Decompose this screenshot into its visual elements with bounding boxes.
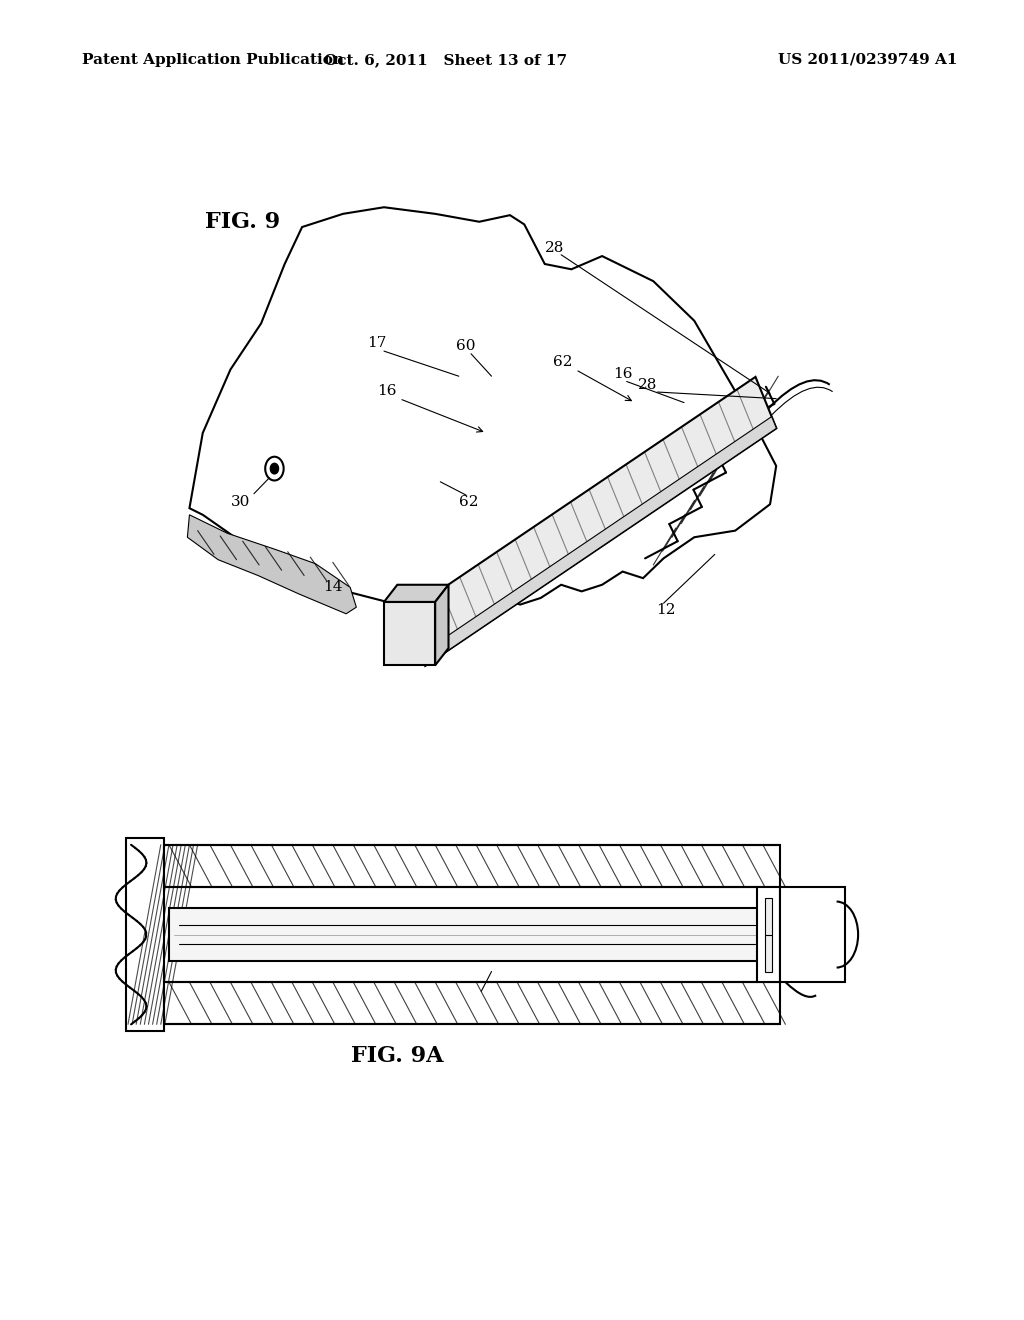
Text: 62: 62 — [459, 495, 479, 508]
Text: 62: 62 — [553, 355, 573, 368]
Polygon shape — [189, 207, 776, 618]
Text: Patent Application Publication: Patent Application Publication — [82, 53, 344, 67]
Text: 28: 28 — [638, 379, 656, 392]
Polygon shape — [765, 898, 772, 972]
Text: 17: 17 — [368, 337, 386, 350]
Text: 30: 30 — [183, 986, 202, 999]
Polygon shape — [164, 982, 780, 1024]
Polygon shape — [421, 417, 776, 665]
Polygon shape — [780, 887, 845, 982]
Polygon shape — [404, 378, 776, 665]
Text: 60: 60 — [456, 339, 476, 352]
Text: 16: 16 — [377, 384, 397, 397]
Text: 28: 28 — [546, 242, 564, 255]
Text: 61: 61 — [469, 994, 489, 1007]
Text: Oct. 6, 2011   Sheet 13 of 17: Oct. 6, 2011 Sheet 13 of 17 — [324, 53, 567, 67]
Text: FIG. 9: FIG. 9 — [205, 211, 280, 234]
Circle shape — [270, 463, 279, 474]
Polygon shape — [126, 838, 164, 1031]
Polygon shape — [757, 887, 780, 982]
Polygon shape — [187, 515, 356, 614]
Text: 16: 16 — [612, 367, 633, 380]
Polygon shape — [384, 602, 435, 665]
Polygon shape — [164, 845, 780, 887]
Text: 30: 30 — [231, 495, 250, 508]
Text: 12: 12 — [655, 603, 676, 616]
Polygon shape — [435, 585, 449, 665]
Polygon shape — [169, 908, 765, 961]
Polygon shape — [384, 585, 449, 602]
Text: US 2011/0239749 A1: US 2011/0239749 A1 — [778, 53, 957, 67]
Text: 14: 14 — [323, 581, 343, 594]
Text: FIG. 9A: FIG. 9A — [351, 1045, 443, 1068]
